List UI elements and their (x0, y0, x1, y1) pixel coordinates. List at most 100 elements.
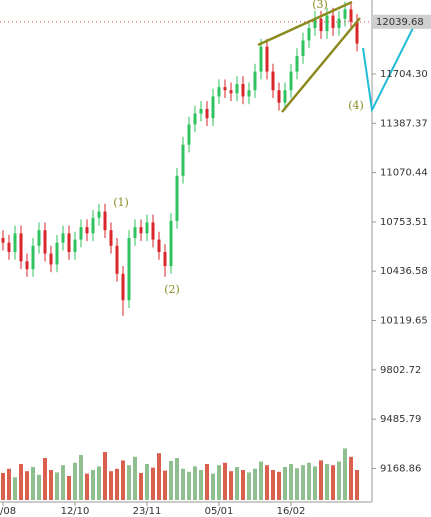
candle-body (355, 21, 359, 44)
volume-bar (265, 465, 269, 500)
volume-bar (97, 466, 101, 500)
volume-bar (301, 465, 305, 500)
volume-bar (175, 458, 179, 500)
candle-body (205, 108, 209, 119)
candle-body (67, 233, 71, 253)
x-tick-label: 16/02 (277, 506, 306, 517)
last-price-label: 12039.68 (376, 17, 424, 28)
volume-bar (229, 471, 233, 500)
candle-body (61, 233, 65, 243)
volume-bar (151, 467, 155, 500)
candle-body (295, 56, 299, 72)
candle-body (127, 238, 131, 301)
volume-bar (235, 467, 239, 500)
volume-bar (343, 448, 347, 500)
candle-body (325, 15, 329, 32)
candle-body (151, 222, 155, 240)
volume-bar (163, 470, 167, 500)
volume-bar (145, 464, 149, 500)
volume-bar (331, 465, 335, 500)
candle-body (103, 211, 107, 231)
candle-body (283, 90, 287, 103)
candle-body (91, 217, 95, 234)
candle-body (187, 124, 191, 145)
volume-bar (187, 471, 191, 500)
volume-bar (49, 470, 53, 500)
volume-bar (283, 467, 287, 500)
volume-bar (13, 477, 17, 500)
candle-body (55, 242, 59, 265)
y-tick-label: 11387.37 (380, 118, 428, 129)
candle-body (343, 9, 347, 19)
candle-body (19, 233, 23, 262)
candle-body (7, 242, 11, 253)
candle-body (229, 90, 233, 94)
volume-bar (139, 473, 143, 500)
candle-body (109, 230, 113, 246)
plot (1, 1, 359, 500)
volume-bar (271, 470, 275, 500)
volume-bar (295, 468, 299, 500)
x-tick-label: /08 (0, 506, 16, 517)
y-tick-label: 10753.51 (380, 217, 428, 228)
volume-bar (55, 472, 59, 500)
candle-body (259, 46, 263, 72)
volume-bar (73, 462, 77, 500)
candle-body (175, 175, 179, 221)
candle-body (307, 28, 311, 41)
volume-bar (247, 472, 251, 500)
volume-bar (37, 474, 41, 500)
candle-body (121, 273, 125, 301)
candle-body (73, 239, 77, 253)
candle-body (31, 245, 35, 270)
candle-body (97, 211, 101, 218)
x-tick-label: 05/01 (205, 506, 234, 517)
volume-bar (121, 460, 125, 500)
volume-bar (31, 467, 35, 500)
volume-bar (307, 462, 311, 500)
candle-body (217, 87, 221, 97)
candle-body (253, 71, 257, 91)
y-tick-label: 9168.86 (380, 463, 421, 474)
volume-bar (67, 476, 71, 500)
candle-body (13, 233, 17, 253)
candle-body (37, 230, 41, 246)
candle-body (265, 46, 269, 72)
candle-body (247, 90, 251, 97)
volume-bar (43, 458, 47, 500)
y-tick-label: 10436.58 (380, 266, 428, 277)
wave-label: (3) (312, 0, 328, 11)
x-tick-label: 23/11 (133, 506, 162, 517)
volume-bar (169, 461, 173, 500)
candle-body (145, 222, 149, 234)
volume-bar (277, 471, 281, 500)
candle-body (349, 9, 353, 22)
volume-bar (199, 470, 203, 500)
wave-label: (4) (348, 99, 364, 112)
candle-body (181, 144, 185, 176)
x-tick-label: 12/10 (61, 506, 90, 517)
candle-body (301, 40, 305, 57)
projection-line (362, 21, 417, 114)
volume-bar (61, 465, 65, 500)
candle-body (289, 71, 293, 91)
y-tick-label: 9802.72 (380, 365, 421, 376)
candle-body (157, 239, 161, 253)
y-tick-label: 9485.79 (380, 414, 421, 425)
volume-bar (289, 464, 293, 500)
y-tick-label: 11070.44 (380, 168, 428, 179)
candle-body (241, 84, 245, 97)
volume-bar (223, 462, 227, 500)
wave-label: (1) (113, 196, 129, 209)
trend-line (281, 17, 361, 113)
volume-bar (85, 473, 89, 500)
volume-bar (91, 470, 95, 500)
volume-bar (349, 456, 353, 500)
candle-body (43, 230, 47, 254)
volume-bar (181, 468, 185, 500)
volume-bar (103, 452, 107, 500)
volume-bar (1, 473, 5, 500)
candle-body (193, 113, 197, 125)
